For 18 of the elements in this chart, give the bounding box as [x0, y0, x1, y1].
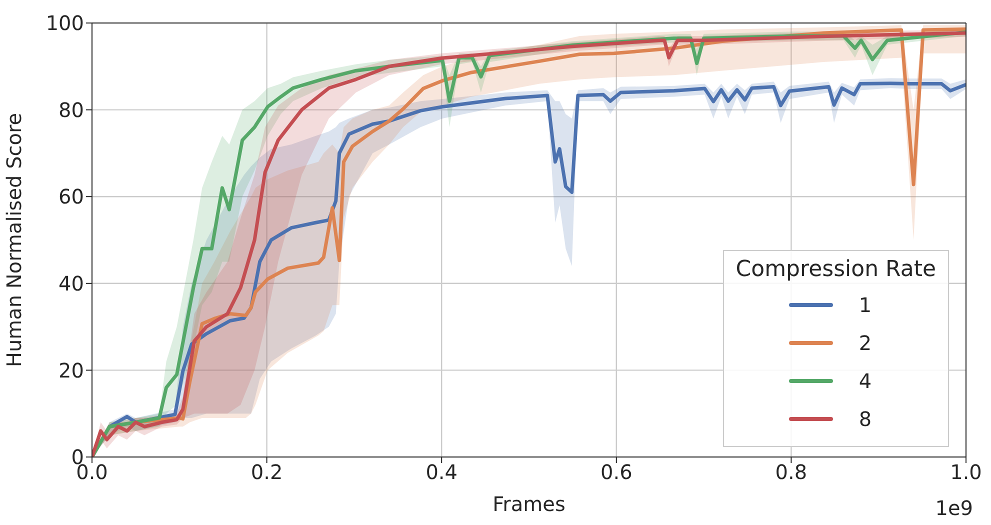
legend-label: 2 — [858, 331, 873, 355]
legend-label: 1 — [858, 293, 873, 317]
y-tick-label: 100 — [46, 11, 84, 36]
x-tick-label: 0.4 — [426, 460, 458, 484]
x-tick-label: 1.0 — [950, 460, 982, 484]
y-tick-label: 60 — [58, 184, 84, 209]
y-axis-title: Human Normalised Score — [2, 112, 26, 368]
legend-label: 8 — [858, 407, 873, 431]
legend-label: 4 — [858, 369, 873, 393]
x-tick-label: 0.2 — [250, 460, 283, 484]
x-axis-title: Frames — [492, 492, 566, 516]
y-tick-label: 40 — [58, 272, 84, 296]
legend-title: Compression Rate — [736, 257, 936, 282]
y-tick-label: 80 — [58, 98, 84, 122]
x-tick-label: 0.8 — [775, 460, 808, 484]
y-tick-label: 20 — [58, 358, 84, 382]
x-tick-label: 0.6 — [600, 460, 632, 484]
text: 1e9 — [935, 496, 973, 520]
